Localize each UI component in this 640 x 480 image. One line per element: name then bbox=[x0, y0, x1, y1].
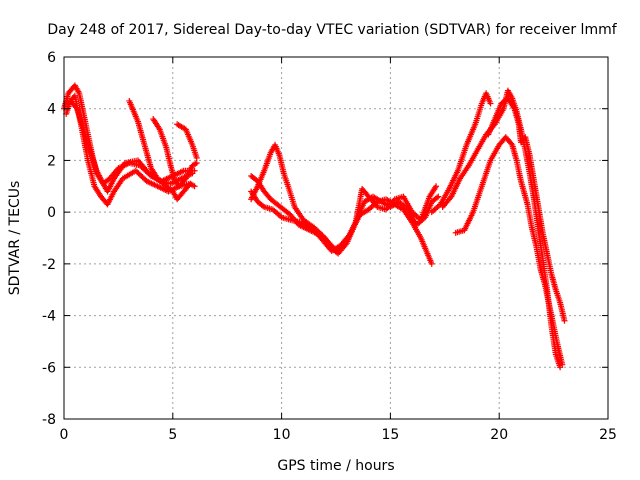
y-tick-label: -6 bbox=[42, 360, 56, 376]
data-point bbox=[561, 317, 568, 324]
y-tick-label: 0 bbox=[47, 205, 56, 221]
data-point bbox=[487, 100, 494, 107]
series-track-6 bbox=[174, 121, 200, 161]
data-point bbox=[193, 154, 200, 161]
y-tick-label: 6 bbox=[47, 50, 56, 66]
data-point bbox=[428, 260, 435, 267]
y-tick-label: 2 bbox=[47, 153, 56, 169]
data-point bbox=[559, 361, 566, 368]
data-point bbox=[259, 202, 266, 209]
chart-title: Day 248 of 2017, Sidereal Day-to-day VTE… bbox=[47, 22, 617, 38]
data-point bbox=[193, 160, 200, 167]
series-track-12 bbox=[452, 134, 566, 368]
x-tick-label: 20 bbox=[490, 427, 508, 443]
x-tick-label: 15 bbox=[381, 427, 399, 443]
x-tick-label: 0 bbox=[60, 427, 69, 443]
y-tick-label: -4 bbox=[42, 309, 56, 325]
tick-layer: 0 5 10 15 20 25 -8 -6 -4 -2 0 2 4 6 bbox=[42, 50, 617, 443]
grid-layer bbox=[64, 57, 608, 419]
y-tick-label: -8 bbox=[42, 412, 56, 428]
series-track-13 bbox=[485, 95, 568, 324]
data-point bbox=[508, 140, 515, 147]
x-tick-label: 5 bbox=[168, 427, 177, 443]
series-track-4 bbox=[126, 97, 198, 203]
series-track-9 bbox=[248, 183, 440, 254]
y-tick-label: 4 bbox=[47, 102, 56, 118]
data-layer bbox=[61, 82, 568, 371]
y-tick-label: -2 bbox=[42, 257, 56, 273]
data-point bbox=[435, 193, 442, 200]
x-tick-label: 10 bbox=[273, 427, 291, 443]
data-point bbox=[433, 183, 440, 190]
x-tick-label: 25 bbox=[599, 427, 617, 443]
data-point bbox=[191, 183, 198, 190]
series-track-10 bbox=[428, 90, 494, 216]
y-axis-label: SDTVAR / TECUs bbox=[7, 181, 23, 296]
data-point bbox=[433, 194, 440, 201]
series-track-3 bbox=[65, 92, 194, 208]
plot-frame bbox=[63, 56, 609, 420]
series-track-5 bbox=[150, 116, 200, 190]
x-axis-label: GPS time / hours bbox=[277, 458, 394, 474]
